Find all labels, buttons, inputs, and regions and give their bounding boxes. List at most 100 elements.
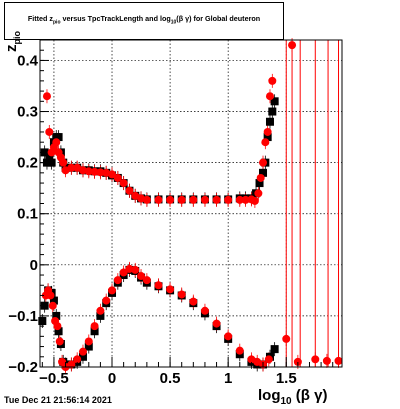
data-point-red bbox=[261, 138, 270, 147]
data-point-red bbox=[131, 265, 140, 274]
data-point-red bbox=[212, 319, 221, 328]
x-tick-label: 0.5 bbox=[160, 370, 181, 387]
error-bars bbox=[41, 38, 340, 374]
data-point-red bbox=[254, 189, 263, 198]
data-point-red bbox=[46, 291, 55, 300]
data-point-red bbox=[282, 334, 291, 343]
data-point-black bbox=[268, 107, 277, 116]
chart-title: Fitted zpio versus TpcTrackLength and lo… bbox=[27, 14, 261, 26]
data-point-red bbox=[55, 337, 64, 346]
grid-lines bbox=[40, 40, 342, 368]
timestamp: Tue Dec 21 21:56:14 2021 bbox=[4, 395, 112, 405]
data-point-red bbox=[235, 195, 244, 204]
data-point-red bbox=[42, 92, 51, 101]
x-tick-label: 1.5 bbox=[276, 370, 297, 387]
data-point-red bbox=[268, 76, 277, 85]
data-point-black bbox=[259, 168, 268, 177]
data-point-red bbox=[67, 360, 76, 369]
data-point-red bbox=[166, 195, 175, 204]
data-points bbox=[38, 41, 343, 371]
data-point-red bbox=[108, 286, 117, 295]
data-point-black bbox=[49, 296, 58, 305]
data-point-red bbox=[119, 268, 128, 277]
data-point-red bbox=[137, 272, 146, 281]
y-tick-label: 0.2 bbox=[17, 155, 38, 172]
data-point-red bbox=[84, 337, 93, 346]
data-point-red bbox=[113, 276, 122, 285]
data-point-red bbox=[78, 347, 87, 356]
data-point-black bbox=[84, 342, 93, 351]
data-point-red bbox=[200, 195, 209, 204]
y-tick-label: 0.4 bbox=[17, 52, 39, 69]
data-point-red bbox=[224, 195, 233, 204]
y-tick-label: −0.2 bbox=[8, 359, 38, 376]
data-point-black bbox=[265, 117, 274, 126]
data-point-red bbox=[53, 322, 62, 331]
data-point-red bbox=[263, 127, 272, 136]
data-point-red bbox=[288, 41, 297, 50]
data-point-red bbox=[235, 346, 244, 355]
data-point-red bbox=[256, 173, 265, 182]
data-point-black bbox=[270, 97, 279, 106]
data-point-red bbox=[311, 355, 320, 364]
data-point-red bbox=[154, 281, 163, 290]
x-tick-label: −0.5 bbox=[39, 370, 69, 387]
data-point-red bbox=[264, 355, 273, 364]
tick-labels: −0.5 0 0.5 1 1.5 −0.2 −0.1 0 0.1 0.2 0.3 0.4 bbox=[8, 52, 296, 387]
x-tick-label: 1 bbox=[224, 370, 232, 387]
data-point-red bbox=[212, 195, 221, 204]
data-point-red bbox=[265, 92, 274, 101]
data-point-black bbox=[90, 327, 99, 336]
data-point-red bbox=[293, 357, 302, 366]
x-axis-label: log10 (β γ) bbox=[258, 387, 328, 407]
data-point-red bbox=[113, 173, 122, 182]
data-point-black bbox=[54, 133, 63, 142]
chart-title-box: Fitted zpio versus TpcTrackLength and lo… bbox=[4, 2, 284, 40]
data-point-red bbox=[84, 167, 93, 176]
data-point-red bbox=[108, 170, 117, 179]
data-point-red bbox=[119, 179, 128, 188]
data-point-black bbox=[40, 148, 49, 157]
data-point-black bbox=[78, 352, 87, 361]
data-point-black bbox=[47, 158, 56, 167]
data-point-red bbox=[224, 332, 233, 341]
data-point-red bbox=[102, 296, 111, 305]
data-point-red bbox=[96, 306, 105, 315]
data-point-black bbox=[38, 317, 47, 326]
data-point-red bbox=[48, 301, 57, 310]
data-point-red bbox=[189, 195, 198, 204]
data-point-black bbox=[45, 153, 54, 162]
data-point-red bbox=[59, 158, 68, 167]
data-point-red bbox=[322, 356, 331, 365]
data-point-red bbox=[154, 195, 163, 204]
axis-ticks bbox=[40, 49, 334, 368]
data-point-red bbox=[73, 355, 82, 364]
data-point-red bbox=[142, 276, 151, 285]
data-point-red bbox=[200, 306, 209, 315]
data-point-black bbox=[54, 327, 63, 336]
data-point-black bbox=[255, 179, 264, 188]
data-point-black bbox=[40, 301, 49, 310]
y-tick-label: 0 bbox=[30, 257, 38, 274]
data-point-red bbox=[90, 167, 99, 176]
data-point-red bbox=[45, 127, 54, 136]
data-point-red bbox=[250, 196, 259, 205]
y-tick-label: −0.1 bbox=[8, 308, 38, 325]
data-point-red bbox=[142, 195, 151, 204]
data-point-red bbox=[241, 195, 250, 204]
data-point-red bbox=[96, 168, 105, 177]
data-point-red bbox=[52, 138, 61, 147]
data-point-red bbox=[166, 285, 175, 294]
data-point-black bbox=[263, 133, 272, 142]
plot-frame bbox=[39, 39, 343, 368]
data-point-red bbox=[189, 297, 198, 306]
x-tick-label: 0 bbox=[108, 370, 116, 387]
data-point-red bbox=[67, 163, 76, 172]
y-tick-label: 0.1 bbox=[17, 206, 38, 223]
data-point-red bbox=[90, 322, 99, 331]
data-point-red bbox=[177, 195, 186, 204]
data-point-black bbox=[96, 311, 105, 320]
y-tick-label: 0.3 bbox=[17, 104, 38, 121]
data-point-red bbox=[334, 356, 343, 365]
data-point-red bbox=[125, 186, 134, 195]
